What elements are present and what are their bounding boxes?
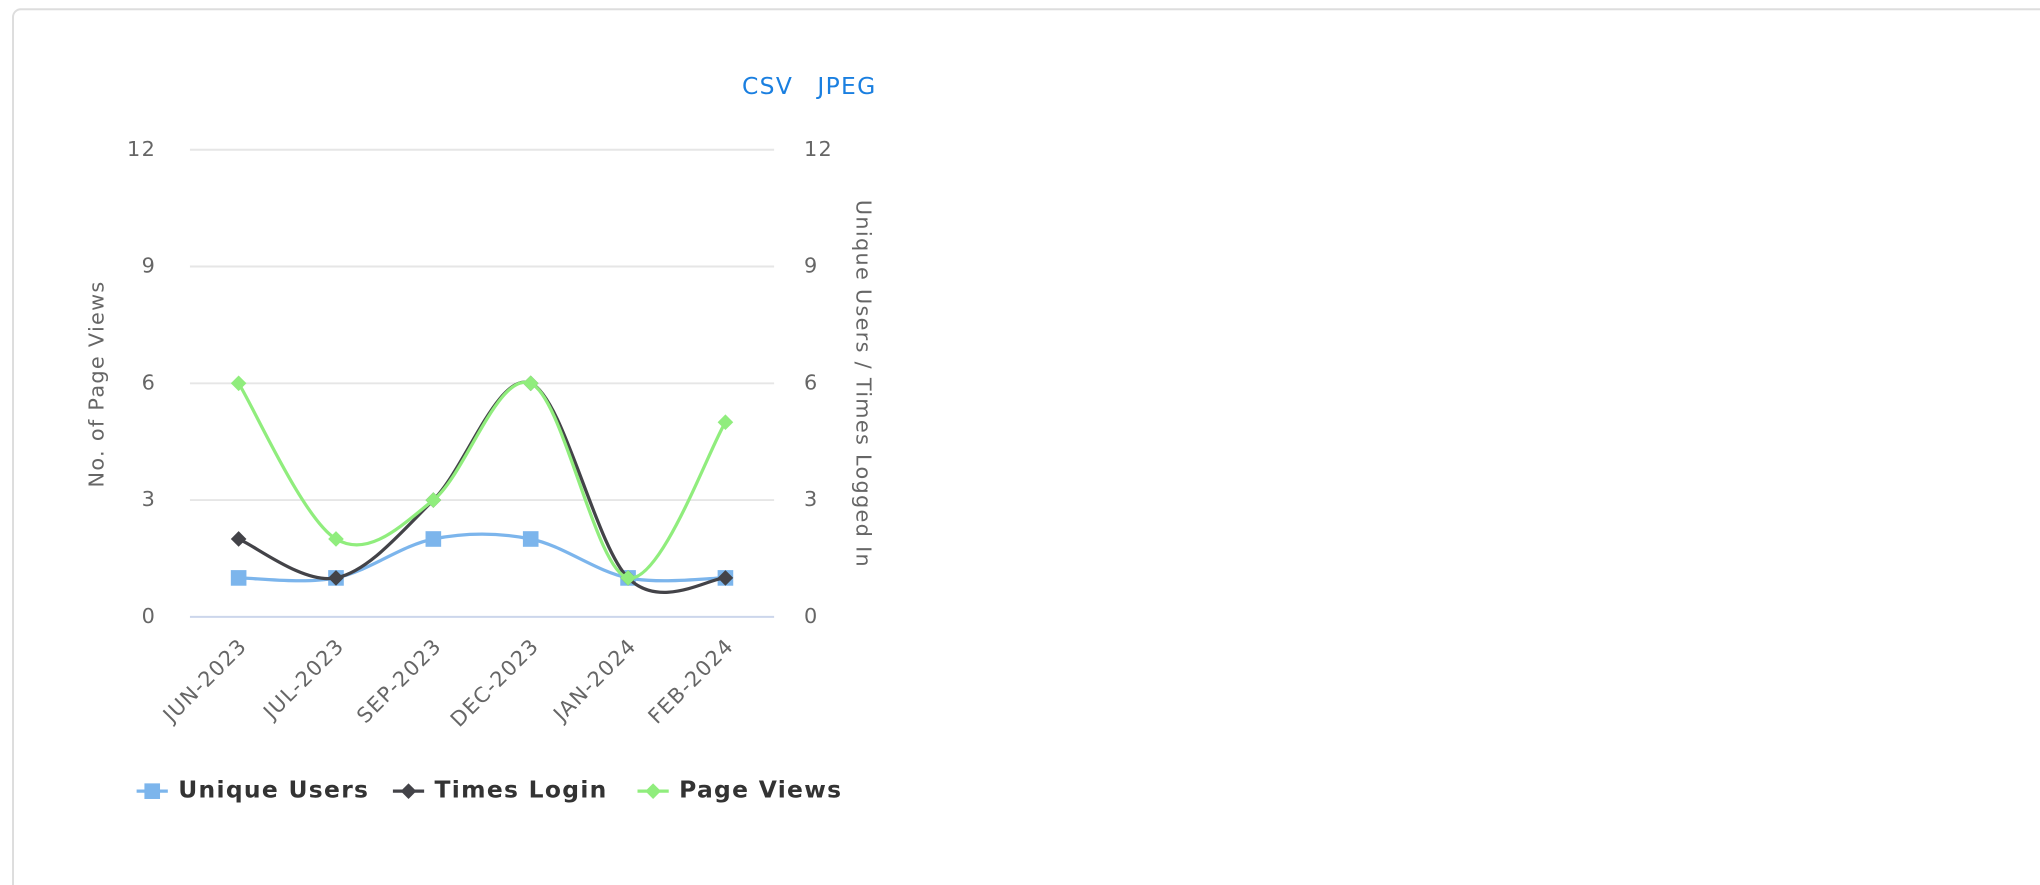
marker xyxy=(425,492,442,508)
y-axis-title: No. of Page Views xyxy=(85,280,109,487)
y-tick-label: 6 xyxy=(142,370,157,394)
marker xyxy=(144,783,161,799)
marker xyxy=(230,570,247,586)
marker xyxy=(717,570,734,586)
y-tick-label: 3 xyxy=(142,487,157,511)
marker xyxy=(717,414,734,431)
marker xyxy=(230,375,247,392)
card xyxy=(12,8,2040,885)
y2-tick-label: 9 xyxy=(804,254,819,278)
jpeg-link[interactable]: JPEG xyxy=(815,72,876,100)
marker xyxy=(230,531,247,547)
y-tick-label: 0 xyxy=(142,604,157,628)
y2-tick-label: 0 xyxy=(804,604,819,628)
marker xyxy=(328,570,344,586)
legend-label[interactable]: Unique Users xyxy=(178,776,369,804)
marker xyxy=(522,375,539,392)
marker xyxy=(425,531,442,547)
y2-tick-label: 6 xyxy=(804,370,819,394)
csv-link[interactable]: CSV xyxy=(742,72,793,100)
legend-label[interactable]: Times Login xyxy=(435,776,608,804)
y2-tick-label: 3 xyxy=(804,487,819,511)
y-tick-label: 9 xyxy=(142,254,157,278)
marker xyxy=(620,570,636,586)
marker xyxy=(645,783,661,799)
y2-axis-title: Unique Users / Times Logged In xyxy=(852,200,876,568)
y2-tick-label: 12 xyxy=(804,137,833,161)
series-line xyxy=(237,380,727,580)
legend-label[interactable]: Page Views xyxy=(679,776,842,804)
marker xyxy=(400,783,417,799)
y-tick-label: 12 xyxy=(127,137,156,161)
marker xyxy=(522,531,539,547)
